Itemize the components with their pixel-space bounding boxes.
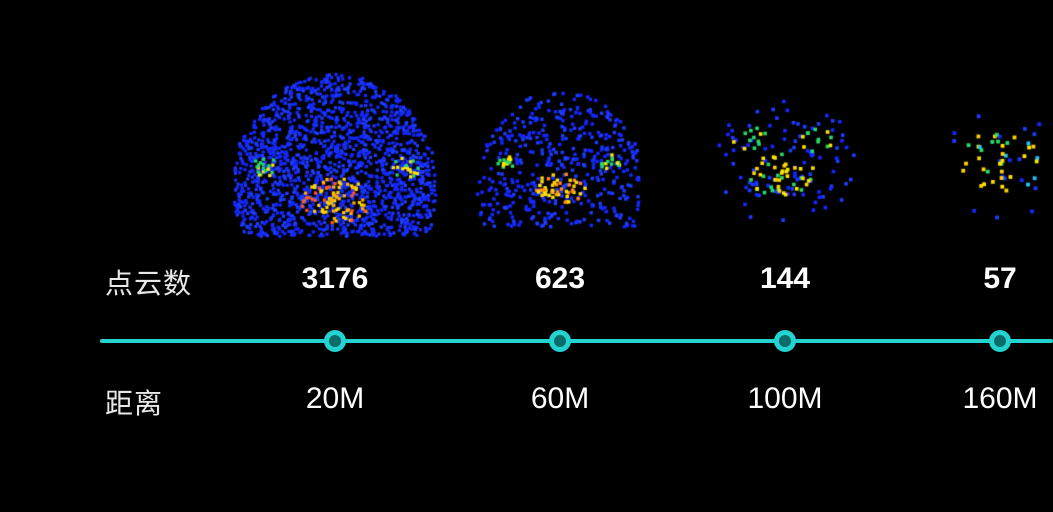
distance-value-3: 160M [962, 382, 1037, 416]
timeline-bar [100, 339, 1053, 343]
distance-value-2: 100M [747, 382, 822, 416]
timeline-dot-0-inner [329, 335, 341, 347]
pointcloud-canvas-3 [925, 90, 1053, 220]
pointcloud-distance-chart: 点云数 距离 3176 623 144 57 20M 60M 100M 160M [0, 0, 1053, 512]
distance-value-0: 20M [306, 382, 364, 416]
count-value-3: 57 [983, 262, 1016, 296]
pointcloud-canvas-0 [225, 60, 445, 240]
count-value-2: 144 [760, 262, 810, 296]
label-point-count: 点云数 [105, 262, 192, 302]
timeline-dot-1-inner [554, 335, 566, 347]
distance-value-1: 60M [531, 382, 589, 416]
timeline-dot-3-inner [994, 335, 1006, 347]
timeline-dot-2-inner [779, 335, 791, 347]
label-distance: 距离 [105, 382, 163, 422]
count-value-0: 3176 [302, 262, 369, 296]
count-value-1: 623 [535, 262, 585, 296]
pointcloud-canvas-2 [705, 85, 865, 225]
pointcloud-canvas-1 [470, 80, 650, 230]
